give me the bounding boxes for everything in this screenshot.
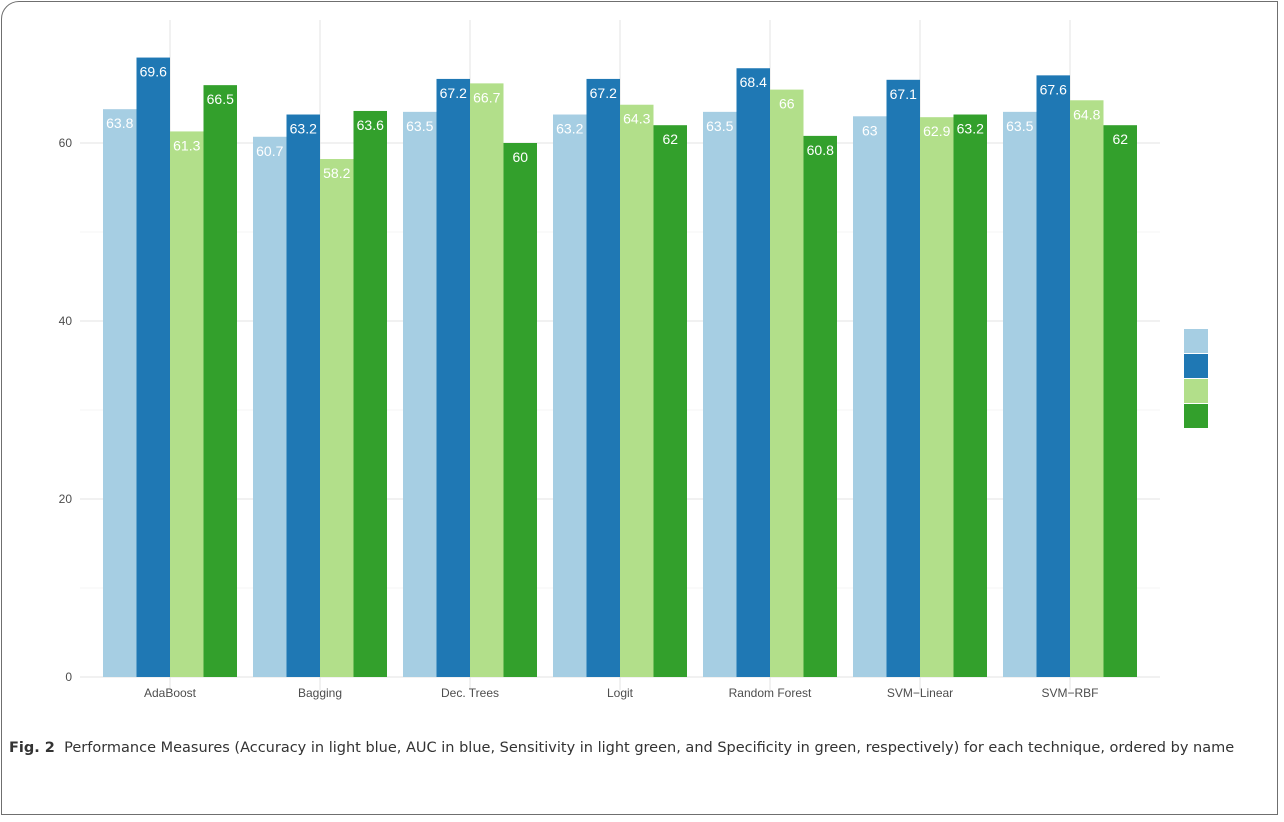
bar-value-label: 66.7 bbox=[473, 89, 500, 105]
bar-value-label: 68.4 bbox=[740, 74, 767, 90]
bar-value-label: 63.5 bbox=[706, 118, 733, 134]
bar bbox=[703, 111, 737, 678]
bar-value-label: 64.8 bbox=[1073, 106, 1100, 122]
bar bbox=[886, 79, 920, 677]
bars bbox=[103, 57, 1137, 678]
bar-value-label: 60 bbox=[512, 149, 528, 165]
bar bbox=[1036, 75, 1070, 678]
bar bbox=[470, 83, 504, 678]
bar-value-label: 66 bbox=[779, 96, 795, 112]
x-tick-label: SVM−Linear bbox=[887, 686, 953, 700]
bar-value-label: 58.2 bbox=[323, 165, 350, 181]
bar bbox=[803, 135, 837, 677]
caption-text: Performance Measures (Accuracy in light … bbox=[64, 740, 1235, 756]
bar-value-label: 67.2 bbox=[590, 85, 617, 101]
figure-label: Fig. 2 bbox=[9, 740, 55, 756]
bar bbox=[203, 85, 237, 677]
bar-value-label: 63 bbox=[862, 122, 878, 138]
x-tick-label: AdaBoost bbox=[144, 686, 197, 700]
bar-value-label: 62 bbox=[1112, 131, 1128, 147]
bar-value-label: 63.2 bbox=[290, 121, 317, 137]
legend-key bbox=[1184, 404, 1208, 428]
bar bbox=[436, 78, 470, 678]
bar bbox=[136, 57, 170, 678]
bar bbox=[586, 78, 620, 678]
bar bbox=[953, 114, 987, 677]
legend-key bbox=[1184, 329, 1208, 353]
bar bbox=[736, 68, 770, 678]
bar bbox=[170, 131, 204, 677]
bar bbox=[1003, 111, 1037, 678]
legend-key bbox=[1184, 379, 1208, 403]
bar-labels: 63.8 69.6 61.3 66.5 60.7 63.2 58.2 63.6 63.5 67.2… bbox=[106, 64, 1128, 181]
bar-value-label: 63.8 bbox=[106, 115, 133, 131]
bar bbox=[320, 159, 354, 677]
bar bbox=[853, 116, 887, 678]
bar bbox=[770, 89, 804, 678]
bar-value-label: 66.5 bbox=[207, 91, 234, 107]
bar-value-label: 63.5 bbox=[406, 118, 433, 134]
bar-chart: 0 20 40 60 63.8 69.6 61.3 66.5 60.7 63.2 58.2 63.6… bbox=[59, 20, 1208, 700]
x-axis-ticks: AdaBoost Bagging Dec. Trees Logit Random For… bbox=[144, 686, 1099, 700]
y-axis-ticks: 0 20 40 60 bbox=[59, 136, 73, 684]
y-tick-label: 60 bbox=[59, 136, 73, 150]
bar-value-label: 63.5 bbox=[1006, 118, 1033, 134]
bar-value-label: 67.1 bbox=[890, 86, 917, 102]
bar bbox=[253, 136, 287, 677]
y-tick-label: 0 bbox=[65, 670, 72, 684]
bar bbox=[1103, 125, 1137, 677]
bar bbox=[920, 117, 954, 677]
legend bbox=[1184, 329, 1208, 428]
bar-value-label: 60.8 bbox=[807, 142, 834, 158]
bar-value-label: 60.7 bbox=[256, 143, 283, 159]
bar bbox=[653, 125, 687, 677]
x-tick-label: SVM−RBF bbox=[1041, 686, 1098, 700]
x-tick-label: Logit bbox=[607, 686, 634, 700]
bar-value-label: 63.6 bbox=[357, 117, 384, 133]
x-tick-label: Random Forest bbox=[729, 686, 812, 700]
bar-value-label: 67.6 bbox=[1040, 81, 1067, 97]
bar bbox=[503, 143, 537, 677]
bar-value-label: 64.3 bbox=[623, 111, 650, 127]
bar bbox=[353, 110, 387, 677]
x-tick-label: Bagging bbox=[298, 686, 342, 700]
bar bbox=[403, 111, 437, 678]
bar bbox=[103, 109, 137, 678]
bar bbox=[620, 104, 654, 678]
legend-key bbox=[1184, 354, 1208, 378]
bar-value-label: 62.9 bbox=[923, 123, 950, 139]
bar-value-label: 62 bbox=[662, 131, 678, 147]
figure-caption: Fig. 2 Performance Measures (Accuracy in… bbox=[9, 737, 1249, 759]
bar bbox=[553, 114, 587, 677]
bar-value-label: 67.2 bbox=[440, 85, 467, 101]
bar bbox=[1070, 100, 1104, 677]
bar-value-label: 63.2 bbox=[556, 121, 583, 137]
x-tick-label: Dec. Trees bbox=[441, 686, 499, 700]
bar-value-label: 63.2 bbox=[957, 121, 984, 137]
y-tick-label: 40 bbox=[59, 314, 73, 328]
y-tick-label: 20 bbox=[59, 492, 73, 506]
bar-value-label: 69.6 bbox=[140, 64, 167, 80]
bar-value-label: 61.3 bbox=[173, 137, 200, 153]
bar bbox=[286, 114, 320, 677]
